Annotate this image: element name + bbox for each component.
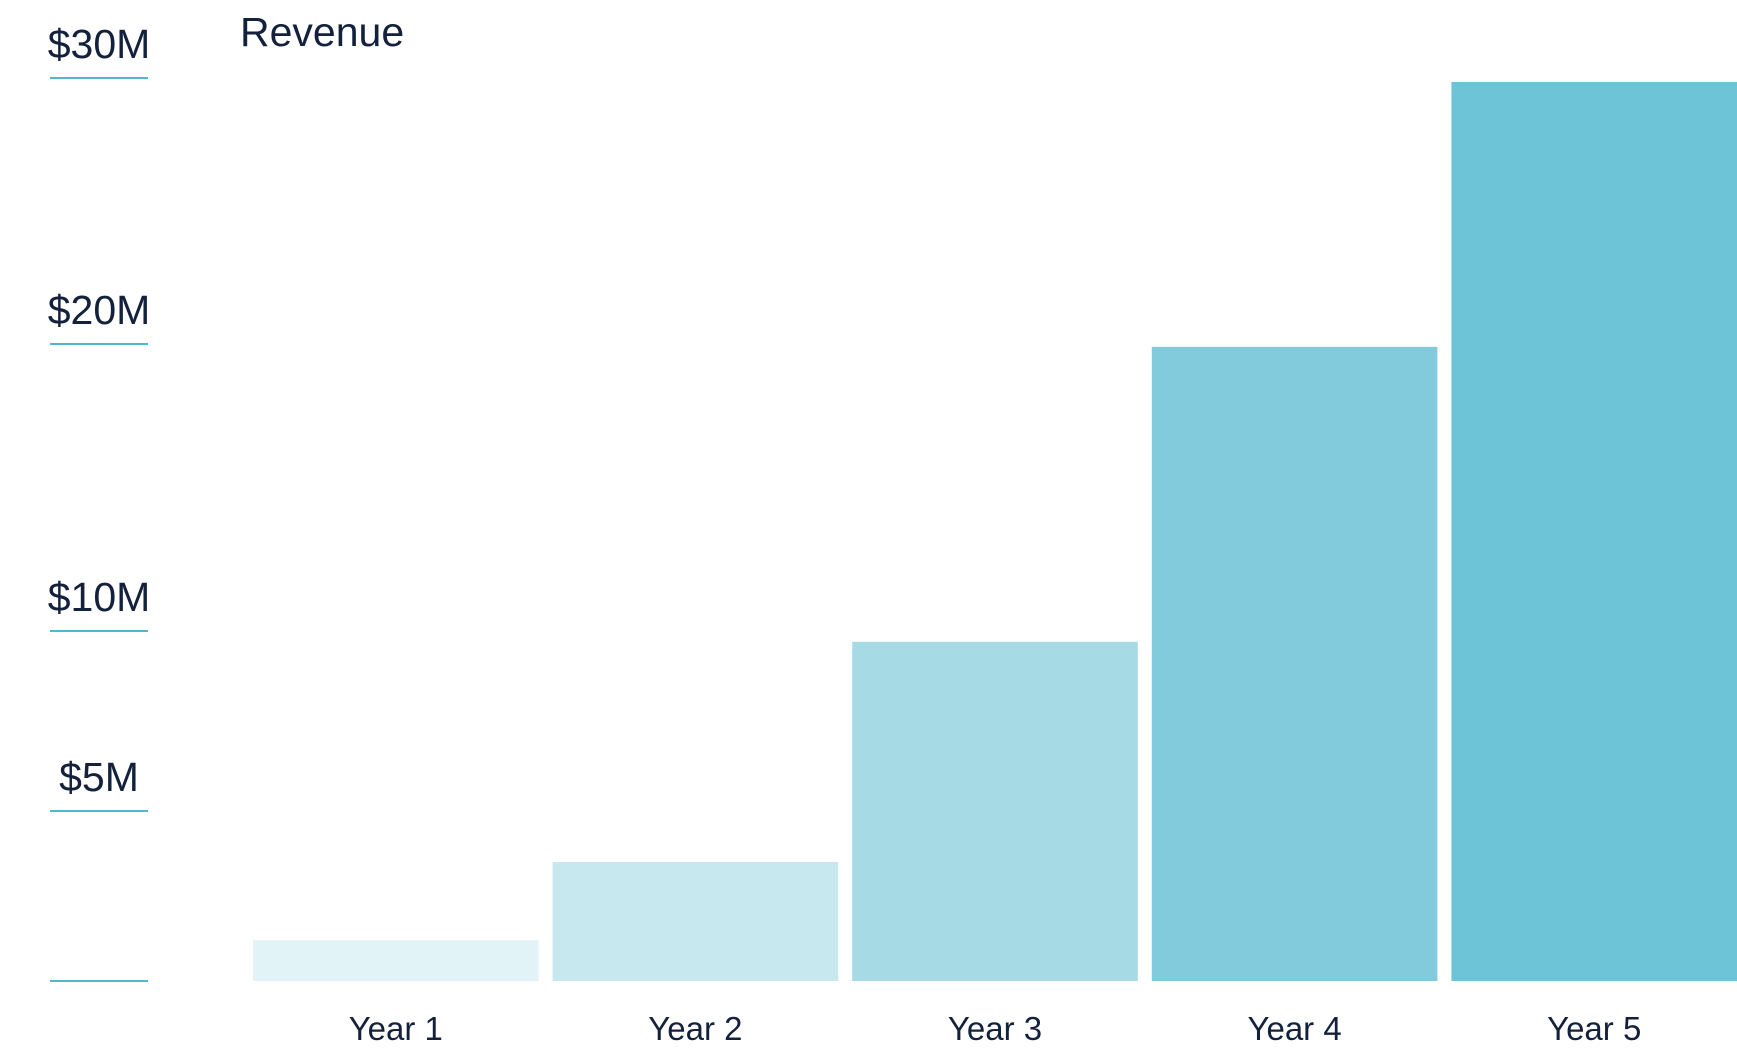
y-tick-label: $20M	[48, 287, 151, 333]
bar-year-4	[1151, 346, 1438, 981]
bar-year-2	[552, 862, 839, 981]
x-tick-label: Year 4	[1247, 1010, 1341, 1047]
y-tick-label: $10M	[48, 574, 151, 620]
x-axis: Year 1 Year 2 Year 3 Year 4 Year 5	[349, 1010, 1642, 1047]
y-axis: $5M $10M $20M $30M	[48, 21, 151, 982]
bars	[253, 82, 1737, 981]
bar-year-5	[1451, 82, 1737, 981]
x-tick-label: Year 2	[648, 1010, 742, 1047]
chart-title: Revenue	[240, 9, 404, 55]
x-tick-label: Year 3	[948, 1010, 1042, 1047]
x-tick-label: Year 1	[349, 1010, 443, 1047]
y-tick-label: $5M	[59, 754, 139, 800]
bar-year-1	[253, 940, 539, 981]
y-tick-label: $30M	[48, 21, 151, 67]
bar-year-3	[852, 641, 1138, 981]
x-tick-label: Year 5	[1547, 1010, 1641, 1047]
